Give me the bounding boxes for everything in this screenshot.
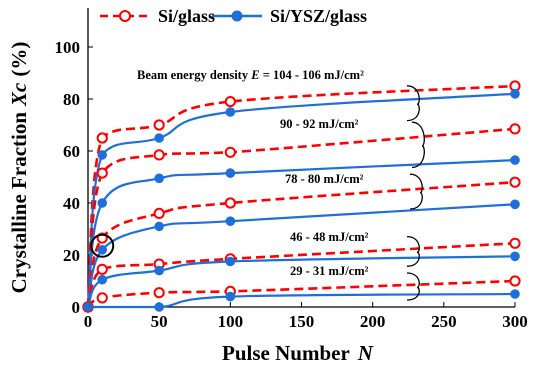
annotation-bracket — [409, 173, 423, 210]
data-point-filled — [154, 133, 164, 143]
data-point-open — [153, 149, 165, 161]
energy-annotation-label: 29 - 31 mJ/cm² — [290, 264, 369, 278]
legend: Si/glass Si/YSZ/glass — [100, 6, 367, 26]
annotation-bracket — [411, 121, 425, 169]
y-tick-label: 60 — [63, 142, 80, 161]
data-point-open — [224, 96, 236, 108]
data-point-filled — [510, 251, 520, 262]
series-si-ysz-glass-7 — [83, 251, 520, 312]
bracket-annotations: Beam energy density E = 104 - 106 mJ/cm²… — [137, 68, 425, 301]
y-axis-title: Crystalline Fraction Xc (%) — [7, 42, 31, 294]
data-point-open — [96, 132, 108, 144]
series-si-ysz-glass-5 — [83, 199, 520, 312]
data-point-filled — [510, 89, 520, 99]
legend-marker-open — [119, 10, 131, 22]
legend-label: Si/YSZ/glass — [270, 6, 367, 26]
series-layer — [82, 80, 521, 313]
data-point-filled — [97, 245, 108, 255]
x-tick-label: 150 — [289, 312, 315, 331]
y-axis-title-unit: (%) — [7, 42, 31, 77]
series-line — [86, 242, 516, 308]
data-point-open — [224, 197, 236, 209]
series-line — [86, 180, 516, 308]
data-point-filled — [97, 150, 108, 160]
data-point-open — [153, 207, 165, 219]
x-tick-label: 200 — [360, 312, 386, 331]
data-point-open — [509, 275, 521, 287]
data-point-filled — [154, 173, 164, 184]
x-tick-label: 50 — [151, 312, 168, 331]
data-point-filled — [83, 302, 93, 312]
data-point-open — [96, 263, 108, 275]
y-axis-title-text: Crystalline Fraction — [7, 112, 31, 294]
series-si-ysz-glass-9 — [83, 289, 520, 312]
tick-labels: 0 20 40 60 80 100 0 50 100 150 200 250 300 — [55, 38, 528, 331]
annotation-suffix: = 104 - 106 mJ/cm² — [260, 68, 365, 82]
series-line — [86, 159, 516, 308]
data-point-open — [509, 123, 521, 135]
y-axis-title-var: Xc — [7, 82, 31, 107]
data-point-open — [509, 237, 521, 249]
highlight-circle — [90, 233, 115, 258]
y-tick-label: 0 — [72, 298, 81, 317]
series-line — [86, 127, 516, 308]
data-point-filled — [154, 221, 164, 232]
series-line — [87, 292, 516, 309]
axes — [87, 8, 516, 308]
x-tick-label: 300 — [502, 312, 528, 331]
data-point-filled — [225, 107, 236, 117]
energy-annotation-label: 46 - 48 mJ/cm² — [290, 230, 369, 244]
data-point-open — [153, 287, 165, 299]
y-tick-label: 80 — [63, 90, 80, 109]
data-point-open — [224, 146, 236, 158]
data-point-filled — [510, 289, 520, 299]
series-si-glass-4 — [82, 176, 521, 313]
x-tick-label: 0 — [84, 312, 93, 331]
data-point-filled — [510, 199, 520, 210]
x-tick-label: 100 — [218, 312, 244, 331]
legend-marker-filled — [231, 10, 243, 22]
data-point-filled — [225, 291, 236, 302]
data-point-filled — [510, 155, 520, 165]
y-tick-label: 20 — [63, 246, 80, 265]
annotation-bracket — [406, 272, 420, 301]
data-point-open — [96, 167, 108, 179]
data-point-open — [96, 292, 108, 304]
data-point-filled — [154, 265, 164, 276]
annotation-var: E — [250, 68, 259, 82]
legend-label: Si/glass — [158, 6, 215, 26]
series-si-glass-0 — [82, 80, 521, 313]
data-point-filled — [97, 274, 108, 285]
energy-annotation-label: 78 - 80 mJ/cm² — [285, 172, 364, 186]
annotation-bracket — [406, 85, 420, 122]
data-point-filled — [225, 216, 236, 226]
series-line — [86, 92, 516, 308]
legend-item-si-glass: Si/glass — [100, 6, 215, 26]
data-point-open — [153, 119, 165, 131]
x-tick-label: 250 — [431, 312, 457, 331]
annotation-bracket — [406, 235, 420, 267]
legend-item-si-ysz-glass: Si/YSZ/glass — [212, 6, 367, 26]
data-point-open — [509, 176, 521, 188]
annotation-prefix: Beam energy density — [137, 68, 251, 82]
data-point-filled — [97, 198, 108, 208]
energy-annotation-label: 90 - 92 mJ/cm² — [280, 117, 359, 131]
data-point-filled — [225, 168, 236, 178]
y-tick-label: 40 — [63, 194, 80, 213]
x-axis-title-var: N — [357, 341, 374, 365]
data-point-filled — [154, 302, 164, 312]
data-point-filled — [225, 256, 236, 267]
x-axis-title-text: Pulse Number — [222, 341, 350, 365]
x-axis-title: Pulse Number N — [222, 341, 374, 365]
energy-annotation-label: Beam energy density E = 104 - 106 mJ/cm² — [137, 68, 364, 82]
y-tick-label: 100 — [55, 38, 81, 57]
